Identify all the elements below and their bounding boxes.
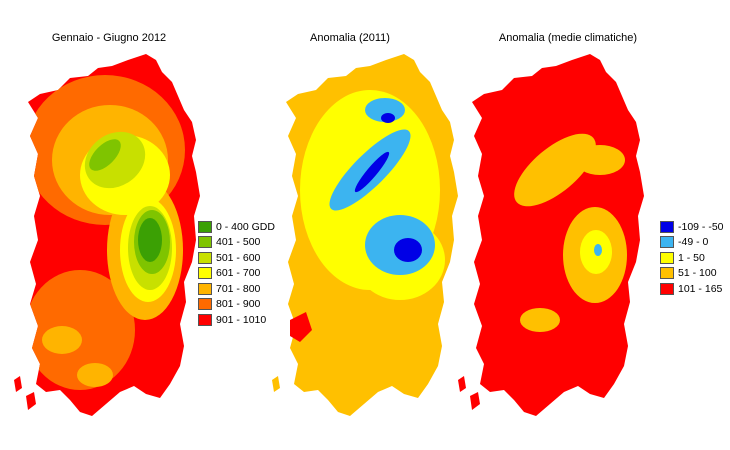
legend-label: 701 - 800 [216, 282, 261, 295]
legend-item: 51 - 100 [660, 266, 724, 282]
legend-label: 501 - 600 [216, 251, 261, 264]
legend-item: 501 - 600 [198, 250, 275, 266]
legend-swatch [660, 236, 674, 249]
map-gdd-2012 [14, 54, 200, 416]
legend-swatch [198, 220, 212, 233]
legend-label: 0 - 400 GDD [216, 220, 275, 233]
legend-swatch [198, 267, 212, 280]
legend-item: -49 - 0 [660, 235, 724, 251]
legend-swatch [198, 313, 212, 326]
legend-swatch [198, 298, 212, 311]
legend-swatch [198, 251, 212, 264]
legend-gdd: 0 - 400 GDD 401 - 500 501 - 600 601 - 700 70… [198, 219, 275, 328]
legend-item: -109 - -50 [660, 219, 724, 235]
legend-anomaly: -109 - -50 -49 - 0 1 - 50 51 - 100 101 - 165 [660, 219, 724, 297]
legend-swatch [198, 282, 212, 295]
legend-item: 401 - 500 [198, 235, 275, 251]
panel-1-title: Gennaio - Giugno 2012 [51, 32, 167, 44]
legend-item: 901 - 1010 [198, 312, 275, 328]
legend-item: 801 - 900 [198, 297, 275, 313]
legend-item: 0 - 400 GDD [198, 219, 275, 235]
panel-3-title: Anomalia (medie climatiche) [498, 32, 638, 44]
legend-swatch [198, 236, 212, 249]
legend-item: 1 - 50 [660, 250, 724, 266]
legend-label: 801 - 900 [216, 298, 261, 311]
legend-label: 901 - 1010 [216, 313, 267, 326]
legend-swatch [660, 267, 674, 280]
legend-swatch [660, 251, 674, 264]
map-anomaly-2011 [272, 54, 458, 416]
legend-label: 51 - 100 [678, 267, 717, 280]
map-anomaly-climate [458, 54, 644, 416]
legend-label: -49 - 0 [678, 236, 709, 249]
legend-label: -109 - -50 [678, 220, 724, 233]
legend-label: 601 - 700 [216, 267, 261, 280]
legend-item: 101 - 165 [660, 281, 724, 297]
legend-label: 101 - 165 [678, 282, 723, 295]
legend-label: 401 - 500 [216, 236, 261, 249]
legend-item: 701 - 800 [198, 281, 275, 297]
legend-swatch [660, 220, 674, 233]
panel-2-title: Anomalia (2011) [310, 32, 390, 44]
legend-swatch [660, 282, 674, 295]
legend-item: 601 - 700 [198, 266, 275, 282]
legend-label: 1 - 50 [678, 251, 705, 264]
